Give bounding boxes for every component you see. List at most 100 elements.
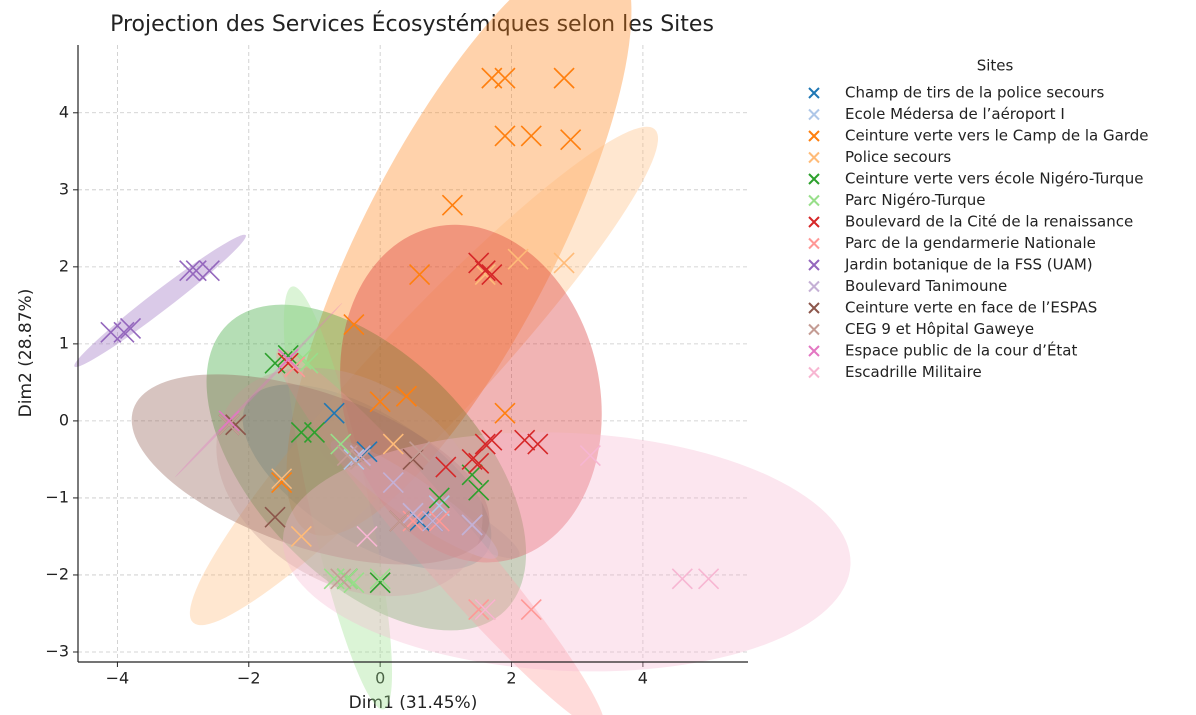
legend-marker bbox=[808, 280, 820, 293]
point bbox=[277, 348, 299, 370]
point bbox=[349, 448, 372, 470]
point bbox=[560, 129, 582, 151]
point bbox=[461, 448, 483, 470]
point bbox=[369, 391, 391, 413]
point bbox=[389, 510, 411, 532]
point bbox=[356, 525, 378, 548]
confidence-ellipse bbox=[340, 224, 602, 563]
point bbox=[277, 352, 299, 374]
legend-label: Boulevard de la Cité de la renaissance bbox=[845, 213, 1133, 231]
point bbox=[507, 248, 529, 270]
confidence-ellipse bbox=[283, 286, 393, 710]
point bbox=[402, 502, 424, 524]
confidence-ellipse bbox=[74, 234, 246, 368]
confidence-ellipse bbox=[286, 0, 632, 536]
legend-label: Escadrille Militaire bbox=[845, 363, 982, 381]
point bbox=[336, 444, 358, 467]
x-tick-label: −2 bbox=[237, 669, 261, 688]
legend-label: Police secours bbox=[845, 148, 951, 166]
point bbox=[225, 414, 247, 436]
y-tick-label: 0 bbox=[59, 410, 69, 429]
point bbox=[428, 510, 450, 532]
point bbox=[330, 433, 352, 455]
x-tick-label: 4 bbox=[638, 669, 648, 688]
y-tick-label: −3 bbox=[45, 641, 69, 660]
point bbox=[579, 444, 601, 467]
point bbox=[428, 495, 450, 517]
point bbox=[179, 260, 201, 282]
point bbox=[395, 385, 417, 407]
point bbox=[303, 421, 326, 444]
point bbox=[277, 344, 299, 366]
point bbox=[474, 599, 496, 621]
point bbox=[330, 568, 352, 590]
point bbox=[435, 456, 457, 478]
point bbox=[369, 572, 391, 594]
legend-label: CEG 9 et Hôpital Gaweye bbox=[845, 320, 1034, 338]
point bbox=[441, 194, 463, 216]
point bbox=[336, 568, 358, 590]
legend-label: Boulevard Tanimoune bbox=[845, 277, 1007, 295]
point bbox=[468, 599, 490, 621]
point bbox=[343, 314, 365, 336]
legend-marker bbox=[808, 151, 820, 164]
legend-label: Champ de tirs de la police secours bbox=[845, 84, 1104, 102]
y-tick-label: −1 bbox=[45, 487, 69, 506]
point bbox=[218, 410, 240, 432]
legend-label: Ecole Médersa de l’aéroport I bbox=[845, 105, 1065, 123]
point bbox=[382, 433, 404, 455]
legend-marker bbox=[808, 259, 820, 271]
point bbox=[468, 479, 490, 501]
point bbox=[198, 260, 220, 282]
legend-marker bbox=[808, 173, 820, 185]
confidence-ellipse bbox=[282, 432, 851, 672]
point bbox=[428, 487, 450, 509]
point bbox=[494, 125, 516, 147]
legend-marker bbox=[808, 108, 820, 121]
confidence-ellipse bbox=[189, 126, 659, 626]
confidence-ellipse bbox=[175, 302, 343, 478]
point bbox=[461, 464, 483, 486]
point bbox=[514, 429, 536, 451]
point bbox=[481, 263, 503, 286]
legend-marker bbox=[808, 237, 820, 250]
point bbox=[474, 433, 496, 455]
point bbox=[119, 317, 142, 340]
confidence-ellipse bbox=[206, 304, 527, 631]
legend-label: Espace public de la cour d’État bbox=[845, 341, 1078, 360]
point bbox=[264, 506, 286, 528]
point bbox=[323, 402, 345, 424]
legend-label: Ceinture verte en face de l’ESPAS bbox=[845, 299, 1097, 317]
legend-label: Ceinture verte vers le Camp de la Garde bbox=[845, 127, 1148, 145]
point bbox=[113, 321, 135, 343]
point bbox=[494, 402, 516, 424]
x-axis-label: Dim1 (31.45%) bbox=[349, 693, 478, 713]
confidence-ellipse bbox=[216, 367, 483, 597]
y-tick-label: −2 bbox=[45, 564, 69, 583]
x-tick-label: 0 bbox=[375, 669, 385, 688]
point bbox=[409, 263, 431, 286]
point bbox=[468, 452, 490, 474]
y-tick-label: 3 bbox=[59, 179, 69, 198]
point bbox=[343, 572, 365, 594]
y-tick-label: 4 bbox=[59, 102, 69, 121]
point bbox=[218, 414, 240, 436]
confidence-ellipse bbox=[330, 440, 499, 559]
point bbox=[481, 429, 503, 451]
point bbox=[409, 441, 431, 463]
legend-marker bbox=[808, 130, 820, 142]
legend-label: Parc de la gendarmerie Nationale bbox=[845, 234, 1096, 252]
point bbox=[474, 263, 496, 286]
chart-title: Projection des Services Écosystémiques s… bbox=[110, 11, 714, 37]
legend-marker bbox=[808, 87, 820, 99]
legend-label: Jardin botanique de la FSS (UAM) bbox=[844, 256, 1093, 274]
point bbox=[271, 471, 293, 494]
legend-label: Parc Nigéro-Turque bbox=[845, 191, 985, 209]
legend-marker bbox=[808, 302, 820, 314]
confidence-ellipse bbox=[131, 374, 490, 565]
legend-marker bbox=[808, 366, 820, 379]
point bbox=[382, 471, 404, 494]
point bbox=[698, 568, 720, 590]
x-tick-label: −4 bbox=[106, 669, 130, 688]
point bbox=[527, 433, 549, 455]
